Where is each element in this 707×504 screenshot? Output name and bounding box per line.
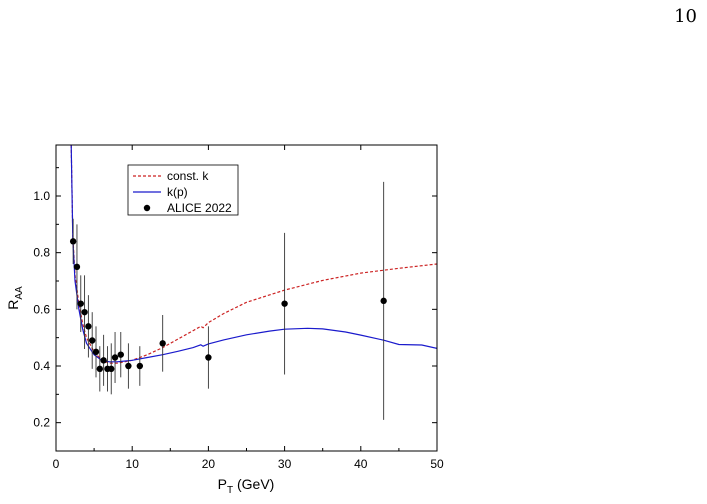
data-point bbox=[380, 297, 387, 305]
data-point bbox=[111, 354, 119, 361]
data-point bbox=[85, 323, 92, 330]
x-axis-label: PT (GeV) bbox=[218, 476, 275, 496]
legend-swatch-point bbox=[143, 204, 151, 212]
x-tick-label: 10 bbox=[126, 457, 140, 471]
axes-layer: 0 10 20 30 40 50 0.2 0.4 0.6 0.8 1.0 bbox=[33, 145, 444, 471]
x-tick-label: 50 bbox=[430, 457, 444, 471]
data-point bbox=[159, 340, 166, 347]
data-point bbox=[81, 308, 88, 316]
data-point bbox=[117, 351, 124, 358]
y-tick-label: 0.6 bbox=[33, 302, 50, 316]
series-line-k-p- bbox=[70, 145, 437, 363]
y-tick-label: 1.0 bbox=[33, 189, 50, 203]
y-tick-label: 0.2 bbox=[33, 416, 50, 430]
data-point bbox=[96, 365, 104, 373]
y-tick-label: 0.4 bbox=[33, 359, 50, 373]
data-point bbox=[205, 354, 212, 361]
x-tick-label: 20 bbox=[202, 457, 216, 471]
legend: const. k k(p) ALICE 2022 bbox=[127, 164, 239, 216]
legend-label: k(p) bbox=[167, 185, 188, 199]
legend-label: const. k bbox=[167, 169, 209, 183]
data-point bbox=[92, 348, 100, 356]
data-point bbox=[136, 362, 144, 370]
x-tick-label: 40 bbox=[354, 457, 368, 471]
data-point bbox=[73, 263, 81, 271]
data-point bbox=[69, 238, 77, 245]
x-tick-label: 0 bbox=[53, 457, 60, 471]
y-tick-label: 0.8 bbox=[33, 246, 50, 260]
data-point bbox=[108, 365, 115, 373]
data-point bbox=[88, 337, 96, 344]
plot-frame bbox=[55, 144, 438, 452]
data-point bbox=[100, 357, 107, 364]
series-layer bbox=[69, 145, 437, 420]
data-point bbox=[281, 300, 288, 307]
data-point bbox=[77, 300, 84, 307]
legend-label: ALICE 2022 bbox=[167, 201, 232, 215]
page-number: 10 bbox=[674, 6, 697, 27]
series-line-const-k bbox=[70, 145, 437, 364]
x-tick-label: 30 bbox=[278, 457, 292, 471]
data-point bbox=[125, 362, 132, 370]
y-axis-label: RAA bbox=[5, 286, 25, 310]
